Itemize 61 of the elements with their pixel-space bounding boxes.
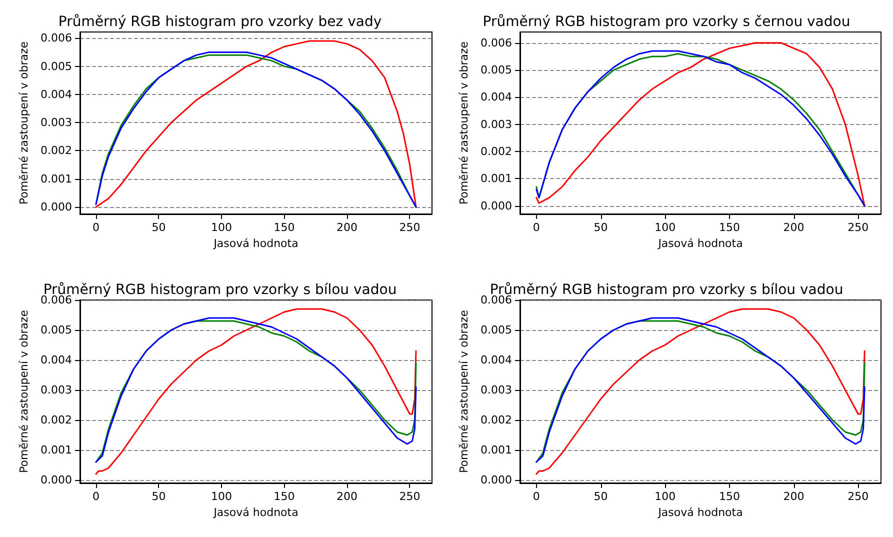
- x-tick-label: 150: [718, 221, 740, 234]
- x-tick-label: 0: [532, 490, 540, 503]
- y-tick-label: 0.005: [480, 64, 512, 77]
- y-tick-label: 0.000: [480, 199, 512, 212]
- y-tick-label: 0.005: [480, 324, 512, 336]
- x-tick-label: 0: [92, 490, 100, 503]
- y-tick-label: 0.006: [40, 294, 72, 306]
- x-axis-title: Jasová hodnota: [657, 237, 743, 250]
- y-tick-label: 0.005: [40, 324, 72, 336]
- x-tick-label: 200: [783, 490, 804, 503]
- x-tick-label: 250: [848, 221, 869, 234]
- y-tick-label: 0.003: [480, 384, 512, 396]
- y-tick-label: 0.002: [480, 414, 512, 426]
- x-axis-title: Jasová hodnota: [212, 237, 298, 250]
- x-tick-label: 100: [210, 490, 232, 503]
- x-tick-label: 50: [152, 221, 166, 234]
- x-tick-label: 100: [654, 221, 676, 234]
- x-axis-title: Jasová hodnota: [657, 506, 743, 519]
- x-tick-label: 200: [783, 221, 804, 234]
- y-tick-label: 0.006: [480, 36, 512, 50]
- y-tick-label: 0.004: [40, 88, 72, 101]
- x-tick-label: 100: [654, 490, 676, 503]
- chart-title: Průměrný RGB histogram pro vzorky bez vady: [58, 14, 382, 30]
- y-axis-title: Poměrné zastoupení v obraze: [458, 310, 471, 474]
- y-tick-label: 0.000: [40, 474, 72, 486]
- x-tick-label: 100: [210, 221, 232, 234]
- y-axis-title: Poměrné zastoupení v obraze: [458, 41, 471, 205]
- y-tick-label: 0.003: [480, 118, 512, 131]
- y-tick-label: 0.001: [480, 444, 512, 456]
- y-tick-label: 0.002: [480, 145, 512, 158]
- x-tick-label: 150: [274, 221, 295, 234]
- y-tick-label: 0.001: [40, 172, 72, 186]
- x-tick-label: 50: [594, 221, 608, 234]
- y-tick-label: 0.004: [480, 354, 512, 366]
- x-tick-label: 0: [92, 221, 100, 234]
- x-tick-label: 250: [399, 221, 420, 234]
- y-axis-title: Poměrné zastoupení v obraze: [18, 310, 31, 474]
- y-tick-label: 0.003: [40, 116, 72, 130]
- x-tick-label: 150: [718, 490, 740, 503]
- y-tick-label: 0.002: [40, 144, 72, 158]
- x-tick-label: 250: [399, 490, 420, 503]
- y-tick-label: 0.002: [40, 414, 72, 426]
- x-tick-label: 250: [848, 490, 869, 503]
- y-tick-label: 0.003: [40, 384, 72, 396]
- y-tick-label: 0.004: [480, 90, 512, 104]
- x-tick-label: 200: [336, 490, 358, 503]
- y-tick-label: 0.000: [480, 474, 512, 486]
- y-tick-label: 0.005: [40, 60, 72, 73]
- x-tick-label: 50: [594, 490, 608, 503]
- x-tick-label: 50: [152, 490, 166, 503]
- y-tick-label: 0.004: [40, 354, 72, 366]
- y-tick-label: 0.006: [40, 32, 72, 45]
- x-axis-title: Jasová hodnota: [212, 506, 298, 519]
- y-tick-label: 0.001: [40, 444, 72, 456]
- y-tick-label: 0.001: [480, 172, 512, 186]
- y-axis-title: Poměrné zastoupení v obraze: [18, 41, 31, 205]
- chart-title: Průměrný RGB histogram pro vzorky s černou vadou: [482, 14, 850, 30]
- x-tick-label: 200: [336, 221, 358, 234]
- x-tick-label: 150: [274, 490, 295, 503]
- x-tick-label: 0: [532, 221, 540, 234]
- y-tick-label: 0.000: [40, 200, 72, 214]
